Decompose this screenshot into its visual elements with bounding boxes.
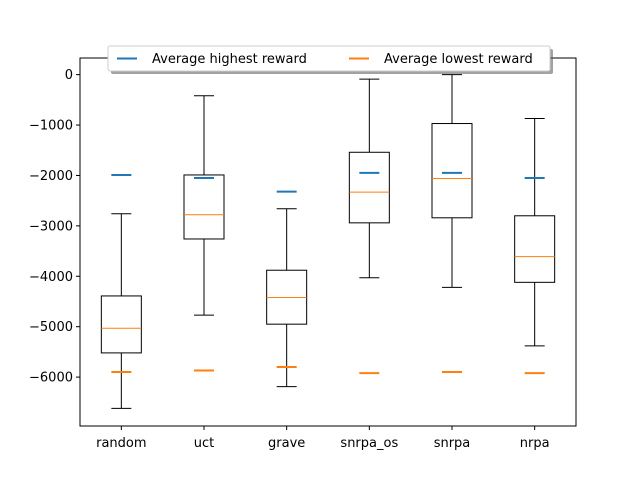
x-tick-label: snrpa_os xyxy=(340,436,398,451)
box-random xyxy=(100,213,142,409)
box-uct xyxy=(183,95,225,316)
box-snrpa_os xyxy=(348,78,390,279)
y-axis: 0 −1000 −2000 −3000 −4000 −5000 −6000 xyxy=(29,68,80,386)
y-tick-label: −2000 xyxy=(29,169,73,184)
box-body xyxy=(100,295,142,354)
series-0 xyxy=(111,171,545,193)
y-tick-label: −5000 xyxy=(29,320,73,335)
legend-lowest-label: Average lowest reward xyxy=(384,52,533,67)
box-nrpa xyxy=(514,117,556,347)
x-tick-label: nrpa xyxy=(520,436,550,451)
y-tick-label: −6000 xyxy=(29,371,73,386)
series-1 xyxy=(111,366,545,375)
plot-area xyxy=(80,58,576,426)
y-tick-label: −3000 xyxy=(29,219,73,234)
box-snrpa xyxy=(431,74,473,288)
y-tick-label: 0 xyxy=(65,68,73,83)
x-axis: random uct grave snrpa_os snrpa nrpa xyxy=(96,426,550,451)
x-tick-label: uct xyxy=(194,436,214,451)
box-body xyxy=(514,215,556,283)
x-tick-label: grave xyxy=(268,436,305,451)
legend: Average highest reward Average lowest re… xyxy=(107,45,553,74)
legend-highest-label: Average highest reward xyxy=(152,52,307,67)
reward-markers-layer xyxy=(111,171,545,375)
boxes-layer xyxy=(100,74,556,409)
box-body xyxy=(348,151,390,224)
box-grave xyxy=(266,208,308,388)
x-tick-label: snrpa xyxy=(434,436,471,451)
y-tick-label: −4000 xyxy=(29,270,73,285)
box-body xyxy=(431,123,473,219)
x-tick-label: random xyxy=(96,436,146,451)
box-body xyxy=(183,174,225,240)
legend-box xyxy=(107,45,551,72)
y-tick-label: −1000 xyxy=(29,119,73,134)
